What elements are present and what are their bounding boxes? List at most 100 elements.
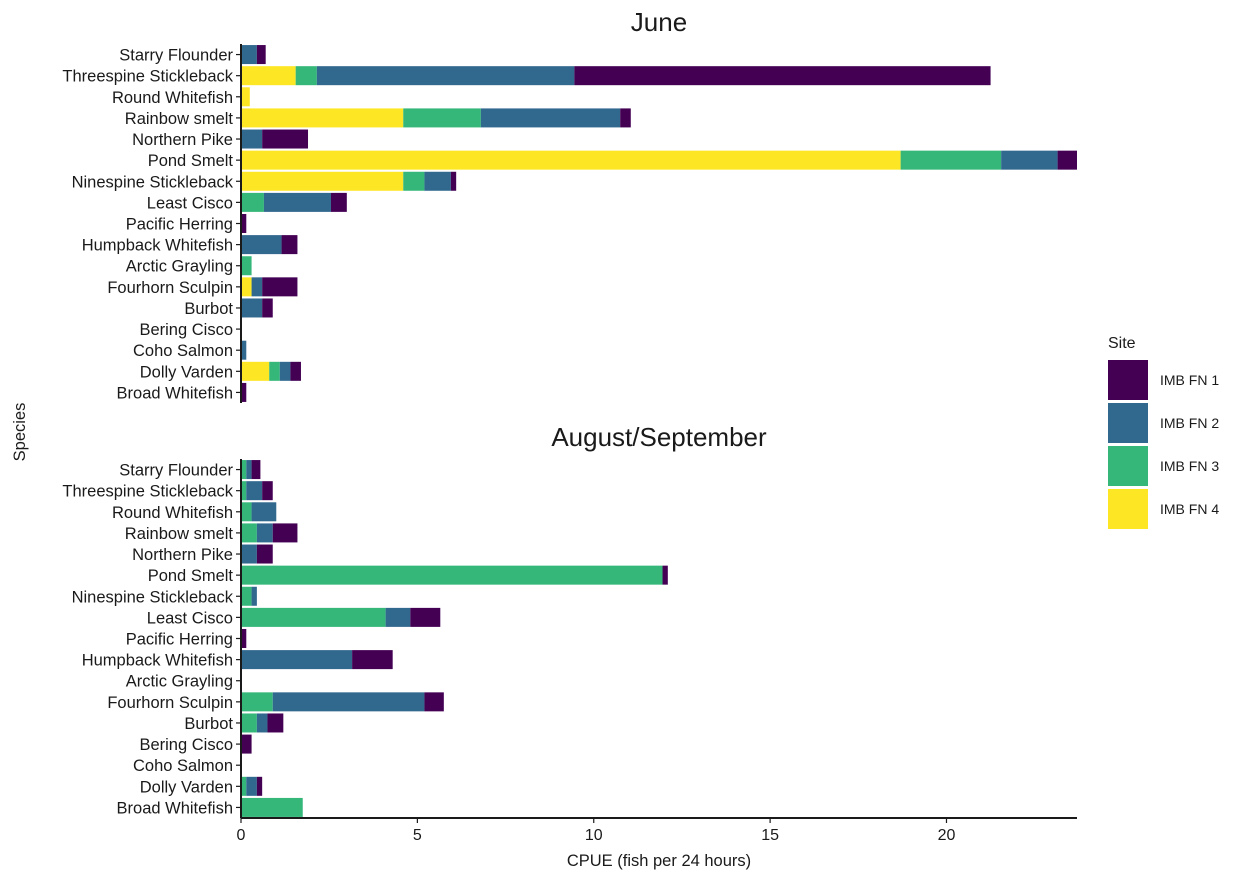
category-label: Pacific Herring [126, 631, 233, 649]
bar-segment [241, 129, 263, 149]
bar-segment [279, 361, 291, 381]
bar-segment [241, 171, 404, 191]
bar-segment [385, 607, 411, 627]
bar-segment [241, 523, 257, 543]
category-label: Threespine Stickleback [62, 483, 233, 501]
bar-segment [241, 150, 901, 170]
category-label: Pond Smelt [148, 567, 234, 585]
legend-label: IMB FN 4 [1160, 501, 1219, 517]
bar-segment [1001, 150, 1058, 170]
bar-segment [267, 713, 284, 733]
panel-0: June Starry Flounder Threespine Sticklebac… [62, 7, 1077, 403]
bar-segment [1057, 150, 1077, 170]
bar-segment [330, 192, 347, 212]
legend-swatch [1108, 489, 1148, 529]
bar-segment [480, 108, 621, 128]
bar-segment [262, 298, 273, 318]
bar-segment [241, 565, 663, 585]
category-label: Coho Salmon [133, 757, 233, 775]
category-label: Starry Flounder [119, 462, 233, 480]
category-label: Threespine Stickleback [62, 68, 233, 86]
bar-segment [262, 277, 298, 297]
bar-segment [241, 628, 247, 649]
bar-segment [241, 235, 282, 255]
bar-segment [241, 776, 247, 796]
x-tick-label: 5 [413, 827, 422, 844]
x-tick-label: 0 [237, 827, 246, 844]
bar-segment [241, 586, 252, 606]
bar-segment [241, 650, 353, 670]
category-label: Bering Cisco [139, 321, 233, 339]
category-label: Broad Whitefish [117, 799, 233, 817]
category-label: Fourhorn Sculpin [107, 694, 233, 712]
bar-segment [246, 460, 252, 480]
bar-segment [269, 361, 280, 381]
legend-swatch [1108, 360, 1148, 400]
category-label: Ninespine Stickleback [72, 173, 234, 191]
bar-segment [241, 45, 257, 65]
legend: Site IMB FN 1 IMB FN 2 IMB FN 3 IMB FN 4 [1108, 335, 1219, 529]
bar-segment [241, 692, 273, 712]
category-label: Least Cisco [147, 194, 233, 212]
bar-segment [295, 66, 317, 86]
category-label: Burbot [184, 715, 233, 733]
bar-segment [262, 481, 273, 501]
bar-segment [251, 502, 277, 522]
category-label: Northern Pike [132, 546, 233, 564]
bar-segment [241, 481, 247, 501]
bar-segment [241, 108, 404, 128]
bar-segment [256, 523, 273, 543]
x-tick-label: 10 [585, 827, 603, 844]
bar-segment [241, 298, 263, 318]
bar-segment [620, 108, 631, 128]
panel-title: June [631, 7, 687, 37]
bar-segment [241, 607, 386, 627]
category-label: Burbot [184, 300, 233, 318]
category-label: Humpback Whitefish [82, 237, 233, 255]
bar-segment [424, 692, 444, 712]
bar-segment [290, 361, 301, 381]
x-tick-label: 15 [761, 827, 779, 844]
bar-segment [263, 192, 331, 212]
bar-segment [316, 66, 575, 86]
bar-segment [241, 256, 252, 276]
category-label: Dolly Varden [140, 778, 233, 796]
bar-segment [352, 650, 393, 670]
category-label: Dolly Varden [140, 363, 233, 381]
bar-segment [256, 45, 266, 65]
bar-segment [403, 108, 481, 128]
legend-label: IMB FN 3 [1160, 458, 1219, 474]
bar-segment [256, 544, 273, 564]
category-label: Arctic Grayling [126, 673, 233, 691]
bar-segment [900, 150, 1002, 170]
legend-swatch [1108, 446, 1148, 486]
category-label: Arctic Grayling [126, 258, 233, 276]
category-label: Broad Whitefish [117, 384, 233, 402]
x-tick-label: 20 [938, 827, 956, 844]
bar-segment [246, 481, 263, 501]
bar-segment [241, 192, 264, 212]
category-label: Northern Pike [132, 131, 233, 149]
category-label: Bering Cisco [139, 736, 233, 754]
y-axis-title: Species [11, 403, 29, 462]
bar-segment [241, 66, 296, 86]
category-label: Rainbow smelt [125, 525, 234, 543]
category-label: Pacific Herring [126, 216, 233, 234]
category-label: Coho Salmon [133, 342, 233, 360]
bar-segment [241, 713, 257, 733]
category-label: Ninespine Stickleback [72, 588, 234, 606]
bar-segment [241, 734, 252, 754]
legend-label: IMB FN 2 [1160, 415, 1219, 431]
panel-1: August/September Starry Flounder Threespin… [62, 422, 1077, 844]
bar-segment [246, 776, 257, 796]
bar-segment [662, 565, 668, 585]
category-label: Fourhorn Sculpin [107, 279, 233, 297]
bar-segment [241, 797, 303, 817]
x-axis-title: CPUE (fish per 24 hours) [567, 852, 751, 870]
chart-panels: June Starry Flounder Threespine Sticklebac… [62, 7, 1077, 844]
bar-segment [241, 502, 252, 522]
bar-segment [272, 523, 298, 543]
category-label: Pond Smelt [148, 152, 234, 170]
bar-segment [281, 235, 298, 255]
